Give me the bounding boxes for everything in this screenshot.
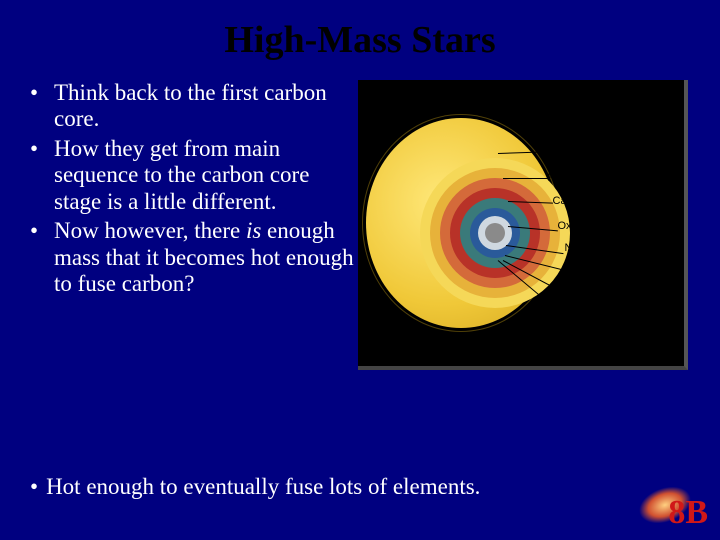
label-iron-ash: Iron ash	[586, 323, 626, 335]
diagram-box: Nonburning hydrogen Hydrogen fusion Heli…	[358, 80, 688, 370]
label-nonburning-h: Nonburning hydrogen	[556, 116, 662, 128]
label-he-fusion: Helium fusion	[548, 172, 615, 184]
star-diagram: Nonburning hydrogen Hydrogen fusion Heli…	[355, 80, 690, 370]
label-si-fusion: Silicon fusion	[581, 293, 646, 305]
shell-iron-ash	[485, 223, 505, 243]
label-c-fusion: Carbon fusion	[553, 195, 622, 207]
corner-badge: 8B	[638, 480, 708, 530]
final-bullet: •Hot enough to eventually fuse lots of e…	[30, 474, 480, 500]
bullet-item: How they get from main sequence to the c…	[30, 136, 355, 215]
label-mg-fusion: Magnesium fusion	[578, 263, 667, 275]
slide-title: High-Mass Stars	[0, 0, 720, 80]
leader-line	[507, 120, 555, 123]
final-bullet-text: Hot enough to eventually fuse lots of el…	[46, 474, 480, 499]
bullet-item: Think back to the first carbon core.	[30, 80, 355, 133]
label-h-fusion: Hydrogen fusion	[546, 147, 626, 159]
label-o-fusion: Oxygen fusion	[558, 220, 628, 232]
bullet-item: Now however, there is enough mass that i…	[30, 218, 355, 297]
corner-text: 8B	[668, 494, 708, 532]
content-row: Think back to the first carbon core. How…	[0, 80, 720, 370]
leader-line	[503, 178, 548, 179]
label-ne-fusion: Neon fusion	[565, 242, 624, 254]
bullet-list: Think back to the first carbon core. How…	[30, 80, 355, 370]
